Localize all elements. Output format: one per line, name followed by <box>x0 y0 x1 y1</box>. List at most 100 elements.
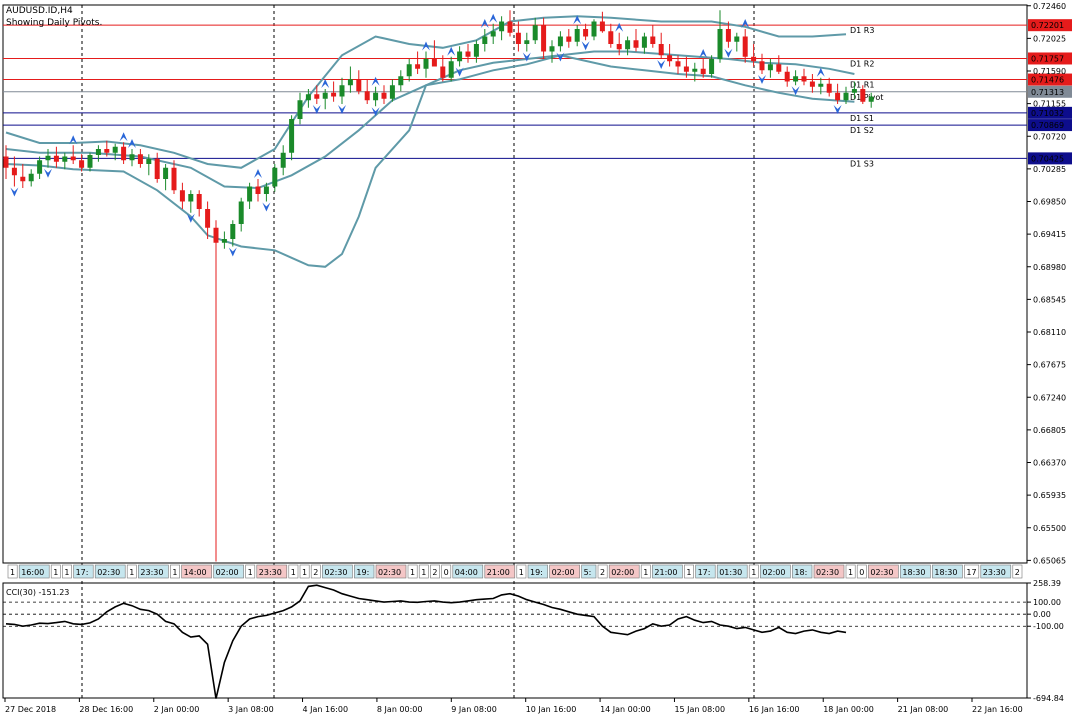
fractal-up-arrow-3 <box>254 169 262 178</box>
band-upper <box>5 15 847 169</box>
candle-body-70 <box>591 21 597 37</box>
candle-body-3 <box>28 173 34 182</box>
candle-body-60 <box>507 21 513 33</box>
cci-line <box>5 584 847 699</box>
fractal-down-arrow-12 <box>657 60 666 69</box>
pivot-name-1: D1 R2 <box>850 59 874 68</box>
session-box-18 <box>375 564 407 579</box>
candle-body-55 <box>465 51 471 57</box>
fractal-up-arrow-9 <box>489 13 498 23</box>
candle-body-32 <box>272 167 278 187</box>
candle-body-35 <box>297 100 303 119</box>
pivot-name-0: D1 R3 <box>850 26 874 35</box>
candle-body-28 <box>238 201 244 224</box>
candle-body-63 <box>532 25 538 41</box>
session-box-35 <box>716 564 748 579</box>
pivot-name-2: D1 R1 <box>850 81 874 90</box>
y-tick-label-13: 0.66805 <box>1033 426 1066 435</box>
candle-body-6 <box>53 155 59 162</box>
candle-body-7 <box>62 156 68 162</box>
candle-body-62 <box>524 40 530 44</box>
candle-body-53 <box>448 61 454 78</box>
candle-body-103 <box>868 96 874 102</box>
session-label-34: 17: <box>698 568 711 577</box>
band-lower <box>5 54 855 268</box>
session-label-26: 19: <box>530 568 543 577</box>
candle-body-9 <box>79 160 85 168</box>
x-tick-label-13: 22 Jan 16:00 <box>972 705 1023 714</box>
cci-panel-frame <box>2 582 1028 699</box>
session-label-27: 02:00 <box>552 568 575 577</box>
session-label-36: 1 <box>751 568 756 577</box>
session-label-22: 0 <box>444 568 449 577</box>
session-label-21: 2 <box>432 568 437 577</box>
session-box-48 <box>1012 564 1023 579</box>
pivot-price-tag-5 <box>1028 119 1072 132</box>
fractal-down-arrow-10 <box>556 52 565 62</box>
y-tick-label-2: 0.71590 <box>1033 67 1066 76</box>
candle-body-87 <box>734 36 740 42</box>
session-label-30: 02:00 <box>611 568 634 577</box>
candle-body-79 <box>667 55 673 62</box>
candle-body-48 <box>406 64 412 77</box>
session-label-6: 1 <box>129 568 134 577</box>
session-box-9 <box>181 564 212 579</box>
candle-body-12 <box>104 149 110 153</box>
session-box-34 <box>695 564 716 579</box>
main-panel-frame <box>2 4 1028 564</box>
candle-body-51 <box>431 59 437 67</box>
fractal-up-arrow-6 <box>422 41 430 51</box>
session-label-44: 18:30 <box>934 568 957 577</box>
candle-body-76 <box>641 36 647 48</box>
pivot-price-label-6: 0.70425 <box>1031 154 1064 163</box>
candle-body-95 <box>801 76 807 82</box>
session-box-25 <box>516 564 527 579</box>
candle-body-24 <box>205 209 211 228</box>
candle-body-93 <box>784 71 790 82</box>
pivot-name-6: D1 S3 <box>850 159 874 168</box>
candle-body-67 <box>566 36 572 42</box>
candle-body-102 <box>860 89 866 102</box>
session-label-48: 2 <box>1015 568 1020 577</box>
session-box-7 <box>138 564 169 579</box>
candle-body-69 <box>583 29 589 37</box>
cci-title: CCI(30) -151.23 <box>6 588 69 597</box>
x-tick-label-4: 4 Jan 16:00 <box>303 705 349 714</box>
candle-body-4 <box>37 160 43 174</box>
session-box-29 <box>597 564 608 579</box>
cci-tick-label-0: 258.39 <box>1033 579 1061 588</box>
candle-body-80 <box>675 61 681 67</box>
candle-body-98 <box>826 83 832 93</box>
candle-body-101 <box>851 89 857 93</box>
session-box-5 <box>94 564 126 579</box>
symbol-label: AUDUSD.ID,H4 <box>6 6 73 16</box>
pivot-price-label-4: 0.71032 <box>1031 109 1064 118</box>
session-label-45: 17 <box>966 568 976 577</box>
fractal-down-arrow-5 <box>312 105 321 114</box>
fractal-down-arrow-6 <box>338 105 346 114</box>
session-label-40: 1 <box>848 568 853 577</box>
fractal-up-arrow-12 <box>699 49 708 58</box>
session-label-10: 02:00 <box>216 568 239 577</box>
candle-body-89 <box>751 56 757 62</box>
candle-body-40 <box>339 85 345 97</box>
candle-body-17 <box>146 158 152 164</box>
x-tick-label-10: 16 Jan 16:00 <box>749 705 800 714</box>
x-tick-label-9: 15 Jan 08:00 <box>674 705 725 714</box>
session-label-42: 02:30 <box>870 568 893 577</box>
candle-body-56 <box>473 44 479 57</box>
candle-body-11 <box>95 149 101 155</box>
candle-body-46 <box>389 85 395 99</box>
session-box-6 <box>126 564 137 579</box>
session-box-3 <box>62 564 72 579</box>
y-tick-label-6: 0.69850 <box>1033 198 1066 207</box>
session-label-33: 1 <box>686 568 691 577</box>
candle-body-45 <box>381 92 387 99</box>
y-tick-label-10: 0.68110 <box>1033 328 1066 337</box>
fractal-down-arrow-0 <box>10 187 19 197</box>
session-box-27 <box>549 564 580 579</box>
fractal-down-arrow-4 <box>262 202 271 212</box>
candles <box>3 10 874 562</box>
session-label-31: 1 <box>643 568 648 577</box>
